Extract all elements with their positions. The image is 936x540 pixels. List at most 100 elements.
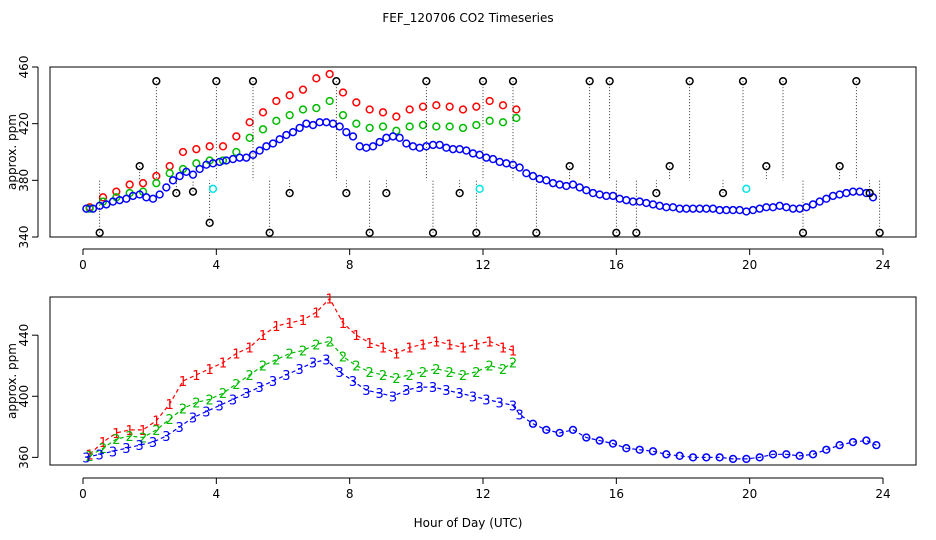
- series-glyph-s2: 2: [352, 360, 360, 375]
- data-point-s_black: [778, 77, 788, 86]
- series-glyph-s1: 1: [246, 341, 254, 356]
- data-point-s2: [485, 116, 494, 125]
- data-point-s3: [715, 205, 724, 215]
- top-ylabel: approx. ppm: [5, 114, 19, 190]
- data-point-s3: [188, 170, 198, 179]
- data-point-s_black: [852, 77, 861, 86]
- data-point-s3: [142, 193, 151, 202]
- data-point-s3: [235, 153, 244, 162]
- data-point-s3: [302, 119, 311, 128]
- data-point-s3: [802, 203, 811, 212]
- data-point-s1: [205, 142, 214, 151]
- data-point-s3: [675, 204, 684, 213]
- series-glyph-s3: 3: [416, 381, 424, 396]
- x-tick-label: 4: [213, 487, 221, 501]
- data-point-s1: [285, 91, 294, 100]
- data-point-s2: [445, 122, 454, 131]
- data-point-s1: [152, 171, 161, 181]
- x-tick-label: 16: [609, 258, 624, 272]
- data-point-s3: [102, 200, 111, 209]
- data-point-s_black: [612, 228, 621, 237]
- series-glyph-s2: 2: [232, 378, 240, 393]
- data-point-s_black: [585, 77, 594, 86]
- data-point-s3: [642, 198, 651, 208]
- top-data-marks: [82, 69, 884, 237]
- data-point-s_black: [875, 228, 884, 237]
- x-tick-label: 8: [346, 258, 354, 272]
- x-tick-label: 24: [875, 487, 890, 501]
- data-point-s3: [628, 197, 638, 206]
- data-point-s_cyan: [742, 184, 751, 193]
- data-point-s2: [152, 179, 161, 188]
- data-point-s3: [528, 171, 538, 181]
- data-point-s3: [568, 425, 578, 435]
- data-point-s3: [702, 453, 711, 462]
- data-point-s2: [245, 133, 254, 142]
- series-glyph-s1: 1: [179, 375, 187, 390]
- data-point-s2: [512, 113, 521, 123]
- data-point-s_black: [478, 77, 488, 86]
- data-point-s3: [615, 194, 624, 203]
- chart-title: FEF_120706 CO2 Timeseries: [382, 11, 553, 25]
- data-point-s3: [435, 140, 444, 150]
- series-glyph-s2: 2: [139, 432, 147, 447]
- data-point-s3: [782, 203, 791, 212]
- series-glyph-s3: 3: [96, 448, 104, 463]
- data-point-s1: [192, 145, 201, 154]
- data-point-s3: [862, 436, 871, 445]
- data-point-s2: [325, 96, 334, 106]
- data-point-s3: [795, 204, 804, 213]
- data-point-s_black: [605, 77, 614, 86]
- series-glyph-s2: 2: [259, 360, 267, 375]
- data-point-s3: [622, 444, 631, 453]
- bottom-x-axis: 0 4 8 12 16 20 24: [79, 477, 891, 501]
- series-glyph-s2: 2: [126, 430, 134, 445]
- series-line-s2: [89, 340, 514, 457]
- data-point-s3: [542, 425, 551, 435]
- data-point-s1: [338, 88, 348, 97]
- series-glyph-s2: 2: [499, 363, 507, 378]
- series-glyph-s1: 1: [459, 341, 467, 356]
- data-point-s3: [648, 447, 658, 456]
- data-point-s_black: [738, 77, 748, 86]
- series-glyph-s2: 2: [419, 366, 427, 381]
- series-glyph-s2: 2: [326, 335, 334, 350]
- data-point-s1: [112, 187, 121, 196]
- top-x-axis: 0 4 8 12 16 20 24: [79, 248, 891, 272]
- series-glyph-s3: 3: [389, 390, 397, 405]
- data-point-s3: [688, 204, 698, 213]
- data-point-s3: [662, 203, 671, 212]
- data-point-s3: [735, 205, 744, 215]
- data-point-s3: [602, 191, 611, 201]
- data-point-s3: [655, 201, 664, 210]
- series-glyph-s1: 1: [152, 415, 160, 430]
- series-glyph-s3: 3: [496, 396, 504, 411]
- data-point-s2: [298, 105, 308, 114]
- data-point-s3: [288, 128, 298, 137]
- x-tick-label: 16: [609, 487, 624, 501]
- series-glyph-s1: 1: [406, 341, 414, 356]
- data-point-s3: [355, 142, 364, 151]
- bottom-plot-frame: [49, 296, 917, 466]
- x-tick-label: 24: [875, 258, 890, 272]
- data-point-s2: [165, 169, 174, 178]
- series-glyph-s2: 2: [406, 369, 414, 384]
- x-tick-label: 4: [213, 258, 221, 272]
- series-glyph-s2: 2: [112, 433, 120, 448]
- data-point-s_black: [508, 77, 518, 86]
- series-line-s3: [86, 358, 877, 460]
- data-point-s1: [138, 179, 148, 188]
- data-point-s_black: [135, 162, 144, 171]
- data-point-s3: [728, 454, 738, 464]
- series-glyph-s2: 2: [446, 366, 454, 381]
- data-point-s3: [848, 187, 858, 196]
- data-point-s2: [352, 119, 361, 128]
- data-point-s3: [808, 200, 818, 209]
- y-tick-label: 380: [17, 169, 31, 192]
- data-point-s3: [262, 142, 271, 151]
- series-glyph-s1: 1: [219, 357, 227, 372]
- data-point-s_black: [428, 228, 438, 237]
- data-point-s3: [782, 450, 791, 459]
- data-point-s_cyan: [475, 184, 484, 193]
